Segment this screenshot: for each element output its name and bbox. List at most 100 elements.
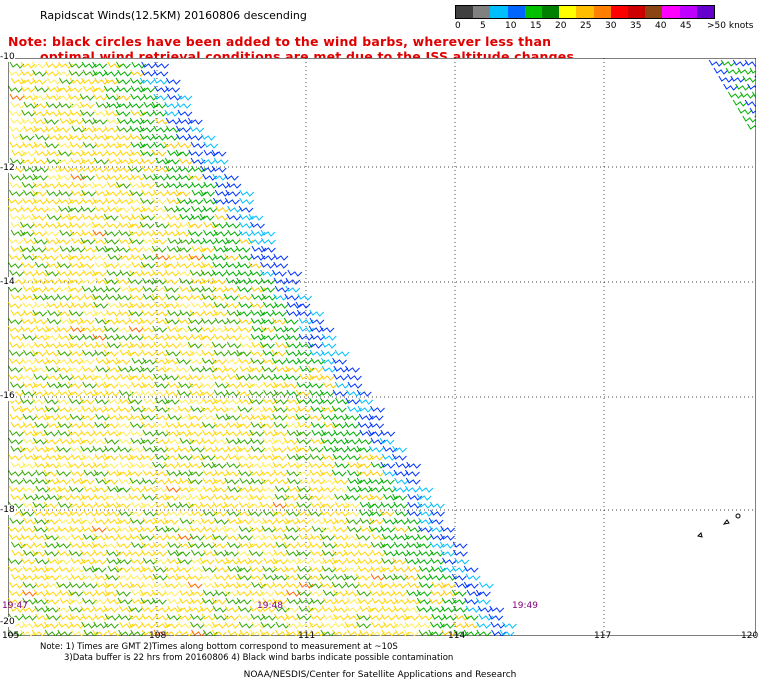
wind-barb	[239, 189, 255, 197]
wind-barb	[152, 581, 168, 589]
wind-barb	[211, 277, 227, 285]
wind-barb	[249, 429, 265, 437]
wind-barb	[332, 565, 348, 573]
wind-barb	[8, 349, 24, 357]
wind-barb	[202, 509, 218, 517]
wind-barb	[319, 533, 335, 541]
wind-barb	[213, 309, 229, 317]
wind-barb	[10, 293, 26, 301]
wind-barb	[71, 629, 86, 636]
wind-barb	[131, 213, 146, 221]
wind-barb	[225, 277, 241, 285]
wind-barb	[214, 213, 230, 221]
wind-barb	[127, 469, 143, 477]
wind-barb	[167, 413, 183, 421]
wind-barb	[319, 469, 335, 477]
wind-barb	[188, 373, 204, 381]
wind-barb	[80, 157, 96, 165]
wind-barb	[118, 341, 134, 349]
wind-barb	[46, 213, 62, 221]
wind-barb	[95, 173, 111, 181]
wind-barb	[358, 541, 374, 549]
wind-barb	[248, 373, 263, 381]
wind-barb	[261, 245, 276, 253]
wind-barb	[238, 357, 254, 365]
wind-barb	[239, 213, 254, 221]
wind-barb	[489, 605, 505, 613]
wind-barb	[212, 261, 228, 269]
wind-barb	[308, 589, 324, 597]
legend-label: >50 knots	[707, 21, 754, 31]
wind-barb	[730, 75, 746, 83]
wind-barb	[742, 75, 756, 83]
wind-barb	[191, 181, 207, 189]
longitude-label: 120	[741, 631, 759, 641]
wind-barb	[212, 509, 228, 517]
wind-barb	[392, 581, 408, 589]
wind-barb	[298, 333, 314, 341]
wind-barb	[358, 437, 373, 445]
wind-barb	[187, 477, 203, 485]
time-label-1: 19:47	[2, 601, 28, 611]
wind-barb	[128, 605, 143, 613]
wind-barb	[68, 589, 84, 597]
wind-barb	[224, 493, 240, 501]
wind-barb	[9, 341, 25, 349]
wind-barb	[129, 333, 145, 341]
wind-barb	[295, 453, 311, 461]
wind-barb	[344, 621, 360, 629]
wind-barb	[116, 541, 132, 549]
wind-barb	[742, 115, 756, 123]
wind-barb	[118, 309, 134, 317]
wind-barb	[104, 581, 120, 589]
wind-barb	[105, 573, 120, 581]
wind-barb	[359, 629, 374, 636]
wind-barb	[83, 469, 99, 477]
wind-barb	[272, 501, 288, 509]
wind-barb	[164, 629, 179, 636]
wind-barb	[153, 485, 169, 493]
wind-barb	[68, 317, 84, 325]
wind-barb	[152, 109, 168, 117]
wind-barb	[8, 485, 24, 493]
wind-barb	[32, 181, 48, 189]
wind-barb	[346, 525, 362, 533]
wind-barb	[212, 429, 228, 437]
wind-barb	[286, 621, 301, 629]
wind-barb	[118, 477, 134, 485]
wind-barb	[118, 509, 133, 517]
wind-barb	[321, 565, 337, 573]
wind-barb	[117, 445, 133, 453]
wind-barb	[226, 341, 242, 349]
wind-barb	[69, 413, 85, 421]
wind-barb	[271, 349, 287, 357]
wind-barb	[322, 557, 338, 565]
wind-barb	[104, 405, 119, 413]
wind-barb	[407, 581, 422, 589]
wind-barb	[296, 429, 311, 437]
latitude-label: -12	[0, 163, 15, 173]
wind-barb	[259, 501, 275, 509]
wind-barb	[262, 509, 278, 517]
wind-barb	[214, 517, 229, 525]
wind-barb	[116, 573, 132, 581]
wind-barb	[22, 477, 38, 485]
wind-barb	[418, 549, 434, 557]
legend-label: 15	[530, 21, 542, 31]
wind-barb	[92, 125, 107, 133]
wind-barb	[129, 197, 145, 205]
wind-barb	[106, 181, 122, 189]
wind-barb	[128, 613, 144, 621]
wind-barb	[260, 285, 275, 293]
wind-barb	[227, 229, 243, 237]
wind-barb	[379, 437, 395, 445]
wind-barb	[118, 453, 134, 461]
wind-barb	[154, 349, 170, 357]
wind-barb	[199, 213, 215, 221]
wind-barb	[22, 173, 38, 181]
wind-barb	[129, 581, 145, 589]
wind-barb	[43, 501, 59, 509]
wind-barb	[81, 405, 97, 413]
wind-barb	[103, 461, 119, 469]
legend-labels: 0 5 10 15 20 25 30 35 40 45 >50 knots	[450, 21, 760, 33]
